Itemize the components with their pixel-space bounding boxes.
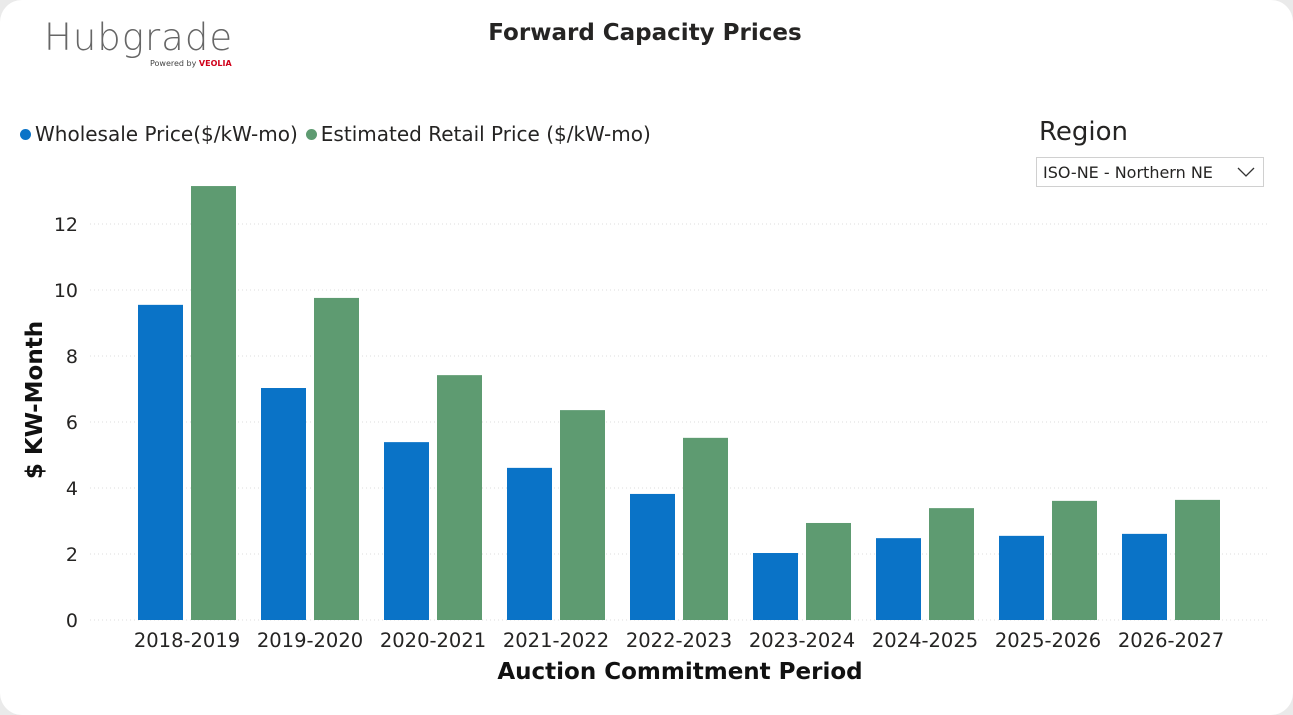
chevron-down-icon — [1237, 167, 1255, 177]
bar-retail-2021-2022[interactable] — [560, 410, 605, 620]
region-label: Region — [1039, 117, 1129, 147]
bar-retail-2025-2026[interactable] — [1052, 500, 1097, 620]
y-tick-label: 6 — [66, 412, 78, 434]
legend-dot — [20, 128, 31, 140]
x-tick-label: 2021-2022 — [503, 629, 609, 652]
bar-retail-2023-2024[interactable] — [806, 522, 851, 620]
hubgrade-logo: Hubgrade Powered by VEOLIA — [44, 16, 234, 69]
y-tick-label: 10 — [54, 280, 78, 302]
bar-retail-2026-2027[interactable] — [1175, 499, 1220, 620]
bar-wholesale-2023-2024[interactable] — [753, 553, 798, 620]
y-tick-label: 2 — [66, 544, 78, 566]
legend-item-wholesale[interactable]: Wholesale Price($/kW-mo) — [20, 122, 298, 146]
chart-title: Forward Capacity Prices — [488, 20, 802, 46]
x-tick-label: 2018-2019 — [134, 629, 240, 652]
bar-wholesale-2022-2023[interactable] — [630, 493, 675, 620]
bar-wholesale-2020-2021[interactable] — [384, 442, 429, 620]
y-tick-label: 8 — [66, 346, 78, 368]
y-tick-label: 12 — [54, 214, 78, 236]
region-selected-value: ISO-NE - Northern NE — [1043, 162, 1213, 182]
x-tick-label: 2023-2024 — [749, 629, 855, 652]
bar-retail-2020-2021[interactable] — [437, 375, 482, 620]
y-tick-label: 0 — [66, 610, 78, 632]
x-tick-label: 2024-2025 — [872, 629, 978, 652]
region-dropdown[interactable]: ISO-NE - Northern NE — [1036, 157, 1264, 187]
bar-retail-2024-2025[interactable] — [929, 508, 974, 620]
bar-wholesale-2021-2022[interactable] — [507, 467, 552, 620]
legend-item-retail[interactable]: Estimated Retail Price ($/kW-mo) — [305, 122, 651, 146]
bar-wholesale-2026-2027[interactable] — [1122, 533, 1167, 620]
y-tick-label: 4 — [66, 478, 78, 500]
bar-wholesale-2025-2026[interactable] — [999, 535, 1044, 620]
x-tick-label: 2025-2026 — [995, 629, 1101, 652]
bar-wholesale-2024-2025[interactable] — [876, 538, 921, 620]
x-tick-label: 2022-2023 — [626, 629, 732, 652]
bar-retail-2019-2020[interactable] — [314, 297, 359, 620]
x-axis-label: Auction Commitment Period — [497, 659, 862, 685]
x-tick-label: 2019-2020 — [257, 629, 363, 652]
y-axis-label: $ KW-Month — [22, 321, 48, 479]
bar-retail-2018-2019[interactable] — [191, 186, 236, 621]
x-tick-label: 2026-2027 — [1118, 629, 1224, 652]
bar-retail-2022-2023[interactable] — [683, 437, 728, 620]
x-tick-label: 2020-2021 — [380, 629, 486, 652]
bar-wholesale-2018-2019[interactable] — [138, 304, 183, 620]
bar-wholesale-2019-2020[interactable] — [261, 388, 306, 620]
legend-dot — [305, 128, 317, 140]
logo-tagline: Powered by VEOLIA — [150, 59, 232, 68]
legend: Wholesale Price($/kW-mo) Estimated Retai… — [20, 122, 651, 146]
logo-name: Hubgrade — [44, 16, 234, 59]
